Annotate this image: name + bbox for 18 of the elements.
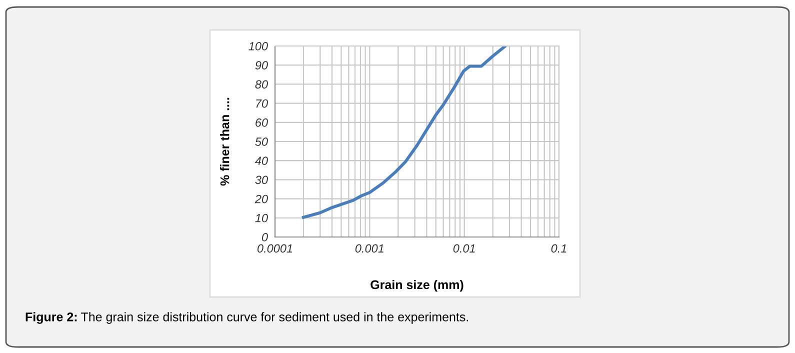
y-tick-label: 80 — [255, 80, 268, 89]
caption: Figure 2: The grain size distribution curve for sediment used in the experiments. — [26, 312, 468, 324]
x-tick-label: 0.1 — [551, 244, 566, 253]
y-tick-label: 30 — [255, 176, 268, 184]
x-tick-label: 0.0001 — [257, 244, 292, 253]
x-axis-title: Grain size (mm) — [370, 280, 464, 292]
y-axis-title: % finer than .... — [220, 98, 230, 186]
y-tick-label: 90 — [255, 61, 268, 70]
y-tick-label: 70 — [256, 99, 268, 108]
y-tick-label: 100 — [248, 42, 268, 50]
y-tick-label: 50 — [255, 138, 268, 146]
y-tick-label: 10 — [255, 214, 268, 222]
y-tick-label: 60 — [256, 118, 268, 127]
y-tick-label: 20 — [254, 194, 268, 204]
y-tick-label: 0 — [262, 233, 268, 242]
x-tick-label: 0.01 — [453, 244, 475, 253]
x-tick-label: 0.001 — [355, 244, 384, 253]
y-tick-label: 40 — [255, 156, 268, 165]
